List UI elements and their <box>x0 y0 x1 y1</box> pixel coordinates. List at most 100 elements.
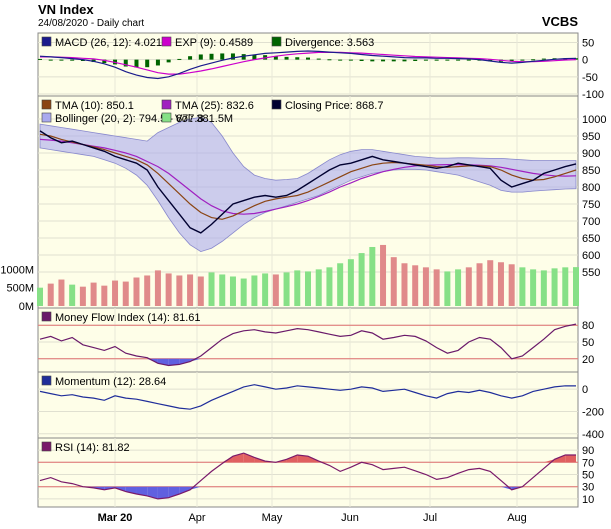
mfi-oversold-fill <box>168 358 180 366</box>
y-tick-label: 0 <box>582 384 588 396</box>
y-tick-label: -100 <box>582 89 604 101</box>
volume-bar <box>508 264 515 306</box>
volume-tick-label: 0M <box>19 301 34 313</box>
divergence-bar <box>273 56 278 60</box>
divergence-bar <box>402 59 407 62</box>
legend-label: Money Flow Index (14): 81.61 <box>55 312 201 324</box>
volume-bar <box>497 262 504 306</box>
chart-title: VN Index <box>38 2 94 17</box>
legend-swatch <box>41 99 52 110</box>
volume-bar <box>90 282 97 306</box>
volume-bar <box>465 267 472 306</box>
volume-tick-label: 1000M <box>0 264 34 276</box>
divergence-bar <box>391 59 396 62</box>
divergence-bar <box>48 59 53 61</box>
volume-bar <box>315 269 322 306</box>
panels: 50 0 -50 -100 MACD (26, 12): 4.021 EXP (9): 0… <box>0 32 606 508</box>
divergence-bar <box>70 59 75 61</box>
y-tick-label: 600 <box>582 250 600 262</box>
panel-frame <box>37 307 579 373</box>
volume-bar <box>133 277 140 306</box>
rsi-oversold-fill <box>147 486 158 499</box>
legend-swatch <box>41 311 52 322</box>
volume-bar <box>358 253 365 306</box>
rsi-oversold-fill <box>179 486 191 495</box>
panel-frame <box>37 437 579 508</box>
divergence-bar <box>359 59 364 61</box>
legend-label: TMA (10): 850.1 <box>55 100 134 112</box>
y-tick-label: 70 <box>582 457 594 469</box>
divergence-bar <box>574 58 578 60</box>
divergence-bar <box>348 59 353 61</box>
close-line <box>39 130 577 234</box>
panel-frame <box>37 32 579 97</box>
divergence-bar <box>284 56 289 60</box>
y-tick-label: 900 <box>582 148 600 160</box>
volume-bar <box>58 279 65 306</box>
panel-frame <box>37 371 579 439</box>
y-tick-label: 550 <box>582 267 600 279</box>
x-tick-label: Mar 20 <box>98 512 133 524</box>
y-tick-label: 850 <box>582 165 600 177</box>
volume-bar <box>69 284 76 306</box>
divergence-bar <box>80 59 85 61</box>
legend-swatch <box>41 112 52 123</box>
y-tick-label: 50 <box>582 37 594 49</box>
divergence-bar <box>295 57 300 60</box>
x-tick-label: May <box>262 512 283 524</box>
volume-bar <box>176 275 183 306</box>
volume-bar <box>283 272 290 306</box>
y-tick-label: -400 <box>582 429 604 441</box>
volume-bar <box>326 267 333 306</box>
y-tick-label: 0 <box>582 55 588 67</box>
x-tick-label: Aug <box>507 512 527 524</box>
price-panel: 1000 950 900 850 800 750 700 650 600 550 1000M 500M… <box>0 95 606 313</box>
divergence-bar <box>520 59 525 61</box>
volume-bar <box>347 259 354 306</box>
momentum-panel: 0 -200 -400 Momentum (12): 28.64 <box>37 371 604 441</box>
divergence-bar <box>102 59 107 64</box>
mfi-line <box>39 323 577 367</box>
volume-bar <box>154 270 161 306</box>
y-tick-label: 90 <box>582 445 594 457</box>
legend-swatch <box>41 36 52 47</box>
legend-label: TMA (25): 832.6 <box>175 100 254 112</box>
divergence-bar <box>59 59 64 61</box>
y-tick-label: 50 <box>582 470 594 482</box>
macd-panel: 50 0 -50 -100 MACD (26, 12): 4.021 EXP (9): 0… <box>37 32 604 101</box>
volume-bar <box>455 269 462 306</box>
mfi-oversold-fill <box>179 358 191 365</box>
legend-label: MACD (26, 12): 4.021 <box>55 37 162 49</box>
volume-bar <box>412 265 419 306</box>
volume-bar <box>573 267 579 306</box>
y-tick-label: 650 <box>582 233 600 245</box>
mfi-panel: 80 50 20 Money Flow Index (14): 81.61 <box>37 307 594 373</box>
y-tick-label: 10 <box>582 494 594 506</box>
bollinger-band <box>39 116 577 253</box>
rsi-overbought-fill <box>297 454 308 463</box>
divergence-bar <box>327 59 332 61</box>
rsi-line <box>39 452 576 500</box>
legend-swatch <box>161 99 172 110</box>
divergence-bar <box>166 59 171 63</box>
volume-bar <box>165 273 172 306</box>
volume-bar <box>551 268 558 306</box>
legend-label: Closing Price: 868.7 <box>285 100 383 112</box>
volume-bar <box>487 260 494 306</box>
volume-bar <box>422 267 429 306</box>
volume-bar <box>519 267 526 306</box>
volume-bar <box>530 269 537 306</box>
divergence-bar <box>155 59 160 66</box>
tma10-line <box>39 133 577 220</box>
divergence-bar <box>198 54 203 60</box>
volume-bar <box>401 263 408 306</box>
volume-bar <box>144 275 151 306</box>
divergence-bar <box>531 59 536 61</box>
rsi-overbought-fill <box>232 453 244 463</box>
divergence-bar <box>306 57 310 60</box>
divergence-bar <box>509 59 514 62</box>
legend-label: RSI (14): 81.82 <box>55 442 130 454</box>
divergence-bar <box>413 59 418 61</box>
